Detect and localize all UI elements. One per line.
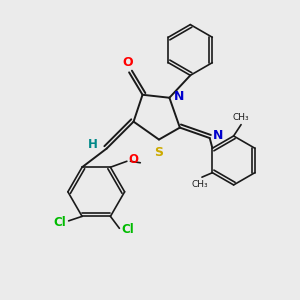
Text: CH₃: CH₃ xyxy=(191,180,208,189)
Text: N: N xyxy=(174,90,184,103)
Text: N: N xyxy=(213,129,223,142)
Text: CH₃: CH₃ xyxy=(233,113,249,122)
Text: Cl: Cl xyxy=(53,216,66,229)
Text: O: O xyxy=(128,153,138,166)
Text: H: H xyxy=(88,138,98,152)
Text: Cl: Cl xyxy=(122,223,134,236)
Text: S: S xyxy=(154,146,164,159)
Text: O: O xyxy=(122,56,133,69)
